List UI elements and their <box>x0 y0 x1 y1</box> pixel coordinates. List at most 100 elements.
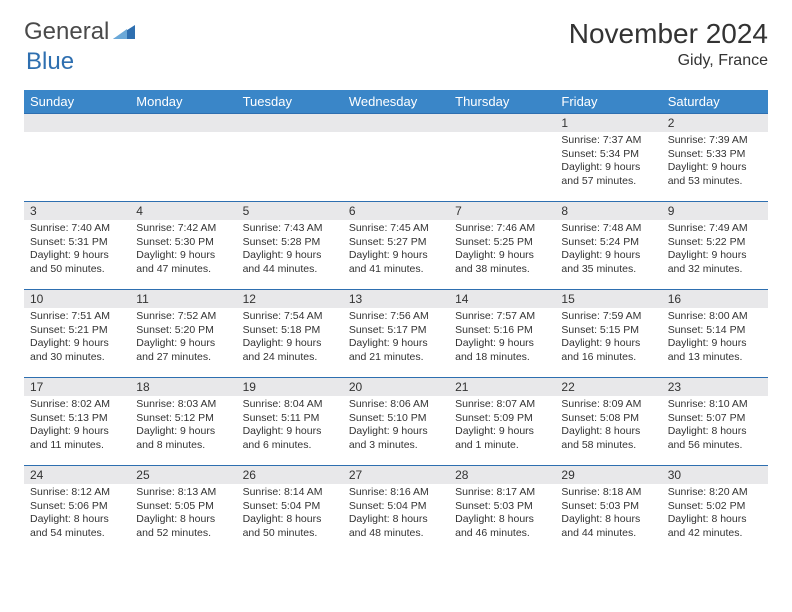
sunrise-text: Sunrise: 7:59 AM <box>561 310 655 324</box>
day-content: Sunrise: 7:48 AMSunset: 5:24 PMDaylight:… <box>555 220 661 281</box>
sunrise-text: Sunrise: 7:39 AM <box>668 134 762 148</box>
calendar-cell: 8Sunrise: 7:48 AMSunset: 5:24 PMDaylight… <box>555 202 661 290</box>
sunset-text: Sunset: 5:18 PM <box>243 324 337 338</box>
day-content: Sunrise: 8:14 AMSunset: 5:04 PMDaylight:… <box>237 484 343 545</box>
weekday-header: Wednesday <box>343 90 449 114</box>
daylight-text: Daylight: 9 hours and 44 minutes. <box>243 249 337 276</box>
sunrise-text: Sunrise: 8:10 AM <box>668 398 762 412</box>
calendar-cell <box>24 114 130 202</box>
day-number <box>237 114 343 132</box>
day-content: Sunrise: 8:09 AMSunset: 5:08 PMDaylight:… <box>555 396 661 457</box>
daylight-text: Daylight: 9 hours and 24 minutes. <box>243 337 337 364</box>
day-content: Sunrise: 8:17 AMSunset: 5:03 PMDaylight:… <box>449 484 555 545</box>
calendar-cell: 17Sunrise: 8:02 AMSunset: 5:13 PMDayligh… <box>24 378 130 466</box>
sunrise-text: Sunrise: 8:13 AM <box>136 486 230 500</box>
calendar-row: 24Sunrise: 8:12 AMSunset: 5:06 PMDayligh… <box>24 466 768 554</box>
day-content: Sunrise: 8:18 AMSunset: 5:03 PMDaylight:… <box>555 484 661 545</box>
sunset-text: Sunset: 5:31 PM <box>30 236 124 250</box>
day-number: 12 <box>237 290 343 308</box>
sunset-text: Sunset: 5:17 PM <box>349 324 443 338</box>
sunset-text: Sunset: 5:16 PM <box>455 324 549 338</box>
calendar-cell: 30Sunrise: 8:20 AMSunset: 5:02 PMDayligh… <box>662 466 768 554</box>
calendar-row: 1Sunrise: 7:37 AMSunset: 5:34 PMDaylight… <box>24 114 768 202</box>
calendar-cell: 28Sunrise: 8:17 AMSunset: 5:03 PMDayligh… <box>449 466 555 554</box>
day-number <box>449 114 555 132</box>
day-content: Sunrise: 7:59 AMSunset: 5:15 PMDaylight:… <box>555 308 661 369</box>
day-number: 26 <box>237 466 343 484</box>
day-number <box>130 114 236 132</box>
day-content: Sunrise: 8:00 AMSunset: 5:14 PMDaylight:… <box>662 308 768 369</box>
sunset-text: Sunset: 5:20 PM <box>136 324 230 338</box>
daylight-text: Daylight: 9 hours and 18 minutes. <box>455 337 549 364</box>
day-number: 9 <box>662 202 768 220</box>
day-number: 17 <box>24 378 130 396</box>
sunrise-text: Sunrise: 8:04 AM <box>243 398 337 412</box>
calendar-cell: 29Sunrise: 8:18 AMSunset: 5:03 PMDayligh… <box>555 466 661 554</box>
calendar-cell: 4Sunrise: 7:42 AMSunset: 5:30 PMDaylight… <box>130 202 236 290</box>
day-number: 21 <box>449 378 555 396</box>
day-content: Sunrise: 7:37 AMSunset: 5:34 PMDaylight:… <box>555 132 661 193</box>
sunrise-text: Sunrise: 7:37 AM <box>561 134 655 148</box>
calendar-cell: 2Sunrise: 7:39 AMSunset: 5:33 PMDaylight… <box>662 114 768 202</box>
weekday-header: Friday <box>555 90 661 114</box>
day-content: Sunrise: 7:54 AMSunset: 5:18 PMDaylight:… <box>237 308 343 369</box>
daylight-text: Daylight: 8 hours and 54 minutes. <box>30 513 124 540</box>
sunset-text: Sunset: 5:03 PM <box>455 500 549 514</box>
day-content: Sunrise: 7:49 AMSunset: 5:22 PMDaylight:… <box>662 220 768 281</box>
day-number: 14 <box>449 290 555 308</box>
sunset-text: Sunset: 5:05 PM <box>136 500 230 514</box>
daylight-text: Daylight: 9 hours and 35 minutes. <box>561 249 655 276</box>
daylight-text: Daylight: 9 hours and 57 minutes. <box>561 161 655 188</box>
calendar-cell: 22Sunrise: 8:09 AMSunset: 5:08 PMDayligh… <box>555 378 661 466</box>
sunset-text: Sunset: 5:34 PM <box>561 148 655 162</box>
daylight-text: Daylight: 9 hours and 53 minutes. <box>668 161 762 188</box>
calendar-cell: 26Sunrise: 8:14 AMSunset: 5:04 PMDayligh… <box>237 466 343 554</box>
day-content: Sunrise: 8:12 AMSunset: 5:06 PMDaylight:… <box>24 484 130 545</box>
calendar-cell: 23Sunrise: 8:10 AMSunset: 5:07 PMDayligh… <box>662 378 768 466</box>
sunrise-text: Sunrise: 7:51 AM <box>30 310 124 324</box>
daylight-text: Daylight: 8 hours and 44 minutes. <box>561 513 655 540</box>
sunset-text: Sunset: 5:08 PM <box>561 412 655 426</box>
sunrise-text: Sunrise: 8:07 AM <box>455 398 549 412</box>
calendar-row: 17Sunrise: 8:02 AMSunset: 5:13 PMDayligh… <box>24 378 768 466</box>
day-number: 3 <box>24 202 130 220</box>
day-content: Sunrise: 8:04 AMSunset: 5:11 PMDaylight:… <box>237 396 343 457</box>
day-content: Sunrise: 8:10 AMSunset: 5:07 PMDaylight:… <box>662 396 768 457</box>
daylight-text: Daylight: 9 hours and 8 minutes. <box>136 425 230 452</box>
calendar-cell: 5Sunrise: 7:43 AMSunset: 5:28 PMDaylight… <box>237 202 343 290</box>
calendar-cell: 9Sunrise: 7:49 AMSunset: 5:22 PMDaylight… <box>662 202 768 290</box>
sunset-text: Sunset: 5:28 PM <box>243 236 337 250</box>
sunset-text: Sunset: 5:07 PM <box>668 412 762 426</box>
day-number: 6 <box>343 202 449 220</box>
sunset-text: Sunset: 5:12 PM <box>136 412 230 426</box>
sunrise-text: Sunrise: 7:48 AM <box>561 222 655 236</box>
day-number: 4 <box>130 202 236 220</box>
day-number: 2 <box>662 114 768 132</box>
daylight-text: Daylight: 8 hours and 48 minutes. <box>349 513 443 540</box>
daylight-text: Daylight: 9 hours and 11 minutes. <box>30 425 124 452</box>
sunset-text: Sunset: 5:11 PM <box>243 412 337 426</box>
sunrise-text: Sunrise: 8:02 AM <box>30 398 124 412</box>
sunrise-text: Sunrise: 8:09 AM <box>561 398 655 412</box>
calendar-cell: 7Sunrise: 7:46 AMSunset: 5:25 PMDaylight… <box>449 202 555 290</box>
calendar-cell <box>237 114 343 202</box>
day-number: 18 <box>130 378 236 396</box>
day-number: 27 <box>343 466 449 484</box>
daylight-text: Daylight: 9 hours and 13 minutes. <box>668 337 762 364</box>
daylight-text: Daylight: 8 hours and 56 minutes. <box>668 425 762 452</box>
sunset-text: Sunset: 5:09 PM <box>455 412 549 426</box>
sunrise-text: Sunrise: 7:52 AM <box>136 310 230 324</box>
calendar-table: Sunday Monday Tuesday Wednesday Thursday… <box>24 90 768 554</box>
sunrise-text: Sunrise: 8:17 AM <box>455 486 549 500</box>
day-number: 23 <box>662 378 768 396</box>
weekday-header: Monday <box>130 90 236 114</box>
day-number: 30 <box>662 466 768 484</box>
calendar-cell: 11Sunrise: 7:52 AMSunset: 5:20 PMDayligh… <box>130 290 236 378</box>
calendar-cell: 6Sunrise: 7:45 AMSunset: 5:27 PMDaylight… <box>343 202 449 290</box>
day-content: Sunrise: 8:07 AMSunset: 5:09 PMDaylight:… <box>449 396 555 457</box>
sunset-text: Sunset: 5:03 PM <box>561 500 655 514</box>
day-content: Sunrise: 8:16 AMSunset: 5:04 PMDaylight:… <box>343 484 449 545</box>
daylight-text: Daylight: 9 hours and 1 minute. <box>455 425 549 452</box>
daylight-text: Daylight: 9 hours and 3 minutes. <box>349 425 443 452</box>
sunrise-text: Sunrise: 8:06 AM <box>349 398 443 412</box>
